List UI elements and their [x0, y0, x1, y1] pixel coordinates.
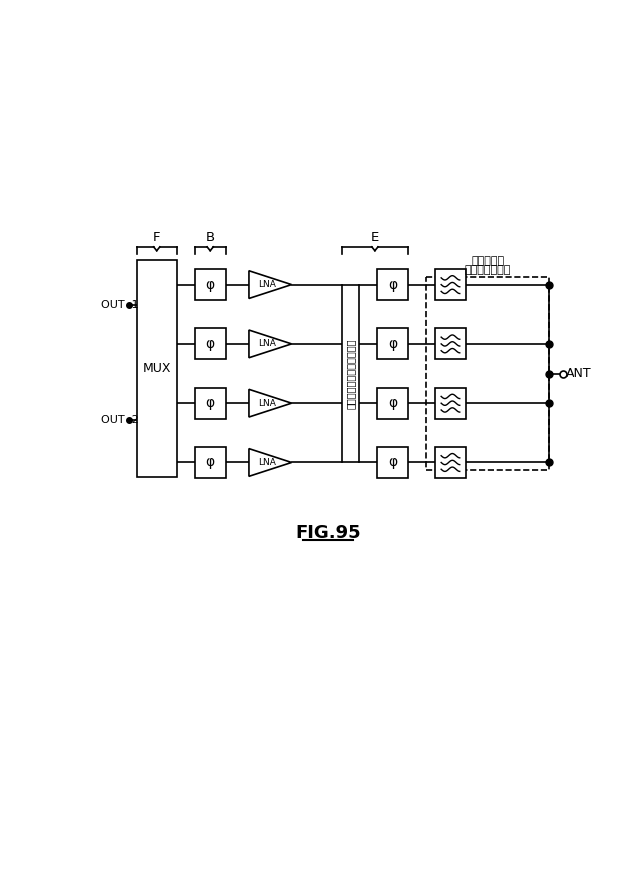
Text: B: B — [205, 230, 215, 244]
Bar — [377, 447, 408, 478]
Bar — [426, 277, 549, 470]
Text: マルチプレクサ: マルチプレクサ — [465, 266, 511, 275]
Bar — [435, 388, 466, 419]
Bar — [195, 328, 226, 359]
Bar — [435, 447, 466, 478]
Text: LNA: LNA — [258, 458, 276, 467]
Text: φ: φ — [205, 337, 215, 351]
Bar — [435, 269, 466, 300]
Bar — [195, 388, 226, 419]
Text: φ: φ — [205, 456, 215, 470]
Polygon shape — [249, 389, 292, 417]
Text: F: F — [153, 230, 161, 244]
Text: MUX: MUX — [143, 362, 171, 375]
Text: OUT  1: OUT 1 — [101, 299, 138, 310]
Text: φ: φ — [205, 396, 215, 411]
Bar — [377, 388, 408, 419]
Bar — [195, 447, 226, 478]
Text: φ: φ — [388, 277, 397, 291]
Polygon shape — [249, 449, 292, 476]
Text: E: E — [371, 230, 379, 244]
Text: φ: φ — [205, 277, 215, 291]
Bar — [377, 328, 408, 359]
Text: LNA: LNA — [258, 399, 276, 408]
Text: LNA: LNA — [258, 280, 276, 289]
Text: FIG.95: FIG.95 — [295, 525, 361, 542]
Text: φ: φ — [388, 456, 397, 470]
Text: スイッチングネットワーク: スイッチングネットワーク — [346, 338, 355, 409]
Text: ANT: ANT — [566, 367, 591, 380]
Text: OUT  2: OUT 2 — [101, 415, 139, 425]
Bar — [195, 269, 226, 300]
Polygon shape — [249, 271, 292, 298]
Bar — [342, 284, 359, 463]
Bar — [435, 328, 466, 359]
Bar — [377, 269, 408, 300]
Text: LNA: LNA — [258, 339, 276, 349]
Text: フィルタ／: フィルタ／ — [471, 256, 504, 266]
Bar — [136, 260, 177, 477]
Text: φ: φ — [388, 337, 397, 351]
Text: φ: φ — [388, 396, 397, 411]
Polygon shape — [249, 330, 292, 358]
